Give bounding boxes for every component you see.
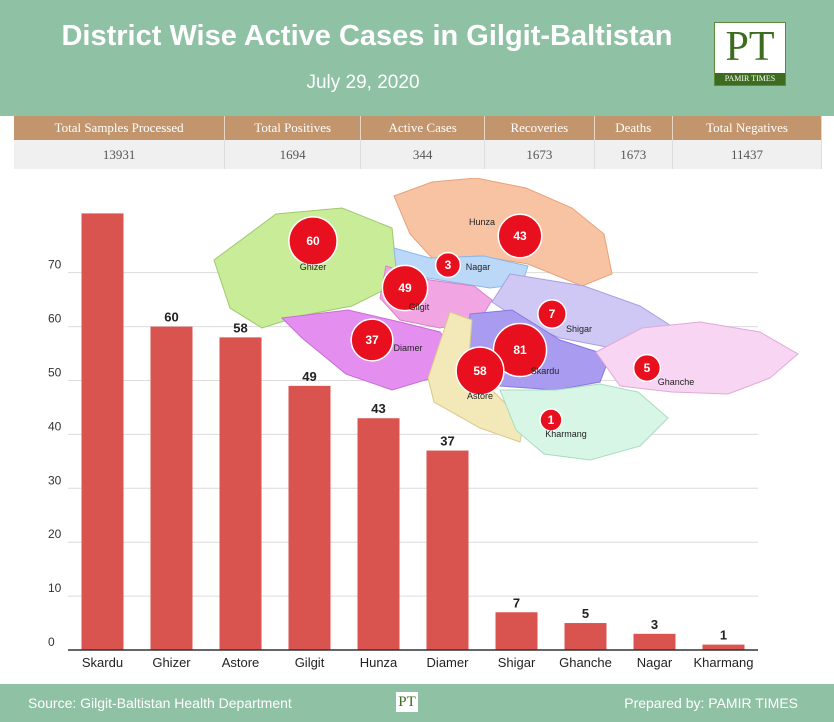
x-tick-label: Astore [222, 655, 260, 670]
bar [495, 612, 538, 650]
logo-caption: PAMIR TIMES [715, 73, 785, 85]
map-district-label: Ghanche [658, 377, 695, 387]
map-district-label: Hunza [469, 217, 495, 227]
stats-header-row: Total Samples Processed Total Positives … [14, 116, 822, 140]
bar [426, 450, 469, 650]
stats-header-positives: Total Positives [224, 116, 362, 140]
x-tick-label: Ghizer [152, 655, 191, 670]
x-tick-label: Shigar [498, 655, 536, 670]
data-label: 58 [233, 320, 247, 335]
stats-header-negatives: Total Negatives [672, 116, 822, 140]
map-district-label: Gilgit [409, 302, 430, 312]
map-district-label: Shigar [566, 324, 592, 334]
y-tick-label: 60 [48, 312, 62, 326]
stats-value-row: 13931 1694 344 1673 1673 11437 [14, 140, 822, 169]
y-tick-label: 50 [48, 365, 62, 379]
x-tick-label: Diamer [427, 655, 470, 670]
map-marker [381, 264, 429, 312]
stats-value-negatives: 11437 [672, 140, 822, 169]
map-district-label: Nagar [466, 262, 491, 272]
y-tick-label: 20 [48, 527, 62, 541]
bar [702, 644, 745, 650]
stats-header-active: Active Cases [360, 116, 486, 140]
map-marker [350, 318, 394, 362]
x-tick-label: Ghanche [559, 655, 612, 670]
data-label: 1 [720, 628, 727, 643]
bar [219, 337, 262, 650]
data-label: 43 [371, 401, 385, 416]
data-label: 60 [164, 310, 178, 325]
y-tick-label: 70 [48, 258, 62, 272]
map-marker [539, 408, 563, 432]
x-tick-label: Gilgit [295, 655, 325, 670]
logo-text: PT [725, 24, 775, 70]
bar [633, 633, 676, 650]
y-tick-label: 10 [48, 581, 62, 595]
map-marker [497, 213, 543, 259]
map-marker [434, 251, 462, 279]
footer-bar: Source: Gilgit-Baltistan Health Departme… [0, 684, 834, 722]
stats-value-recoveries: 1673 [484, 140, 595, 169]
data-label: 37 [440, 434, 454, 449]
map-district-label: Skardu [531, 366, 560, 376]
map-district-label: Astore [467, 391, 493, 401]
stats-header-samples: Total Samples Processed [14, 116, 226, 140]
bar [81, 213, 124, 650]
map-marker-value: 43 [513, 229, 527, 243]
bar [564, 623, 607, 650]
stats-header-deaths: Deaths [594, 116, 674, 140]
bars-layer [81, 213, 745, 650]
map-marker [632, 353, 662, 383]
x-tick-label: Kharmang [694, 655, 754, 670]
bar-chart: 0 10 20 30 40 50 60 70 Skardu Ghizer Astore Gilgit… [48, 178, 799, 670]
page-date: July 29, 2020 [306, 72, 420, 93]
map-marker-value: 58 [473, 364, 487, 378]
map-marker-value: 60 [306, 234, 320, 248]
x-tick-label: Hunza [360, 655, 398, 670]
map-marker-value: 37 [365, 333, 379, 347]
data-label: 49 [302, 369, 316, 384]
y-tick-label: 0 [48, 635, 55, 649]
stats-table: Total Samples Processed Total Positives … [14, 116, 822, 169]
bar [357, 418, 400, 650]
map-district-label: Kharmang [545, 429, 587, 439]
stats-value-positives: 1694 [224, 140, 362, 169]
map-marker [537, 299, 567, 329]
x-tick-labels: Skardu Ghizer Astore Gilgit Hunza Diamer Shiga… [82, 655, 754, 670]
y-tick-labels: 0 10 20 30 40 50 60 70 [48, 258, 62, 649]
x-tick-label: Nagar [637, 655, 673, 670]
map-marker [492, 322, 548, 378]
footer-source: Source: Gilgit-Baltistan Health Departme… [28, 695, 292, 711]
stats-value-active: 344 [360, 140, 486, 169]
map-marker-value: 3 [445, 258, 452, 272]
map-markers: 60 Ghizer 43 Hunza 3 Nagar 49 Gilgit 7 Shigar 37 Di… [288, 213, 695, 439]
data-label: 7 [513, 595, 520, 610]
map-marker [288, 216, 338, 266]
header-banner: District Wise Active Cases in Gilgit-Bal… [0, 0, 834, 116]
stats-value-samples: 13931 [14, 140, 226, 169]
pamir-times-logo: PT PAMIR TIMES [714, 22, 786, 86]
map-district-label: Diamer [393, 343, 422, 353]
data-label: 3 [651, 617, 658, 632]
map-marker-value: 7 [549, 307, 556, 321]
y-tick-label: 30 [48, 473, 62, 487]
footer-prepared-by: Prepared by: PAMIR TIMES [624, 695, 798, 711]
stats-header-recoveries: Recoveries [484, 116, 595, 140]
map-marker-value: 1 [548, 413, 555, 427]
x-tick-label: Skardu [82, 655, 123, 670]
page-title: District Wise Active Cases in Gilgit-Bal… [61, 20, 673, 52]
footer-logo: PT [396, 692, 418, 712]
y-tick-label: 40 [48, 419, 62, 433]
data-labels: 60 58 49 43 37 7 5 3 1 [164, 310, 727, 643]
map-marker-value: 5 [644, 361, 651, 375]
map-marker [455, 346, 505, 396]
map-region-kharmang [499, 383, 669, 461]
bar [150, 326, 193, 650]
data-label: 5 [582, 606, 589, 621]
stats-value-deaths: 1673 [594, 140, 674, 169]
map-marker-value: 81 [513, 343, 527, 357]
map-marker-value: 49 [398, 281, 412, 295]
map-district-label: Ghizer [300, 262, 327, 272]
bar [288, 385, 331, 650]
